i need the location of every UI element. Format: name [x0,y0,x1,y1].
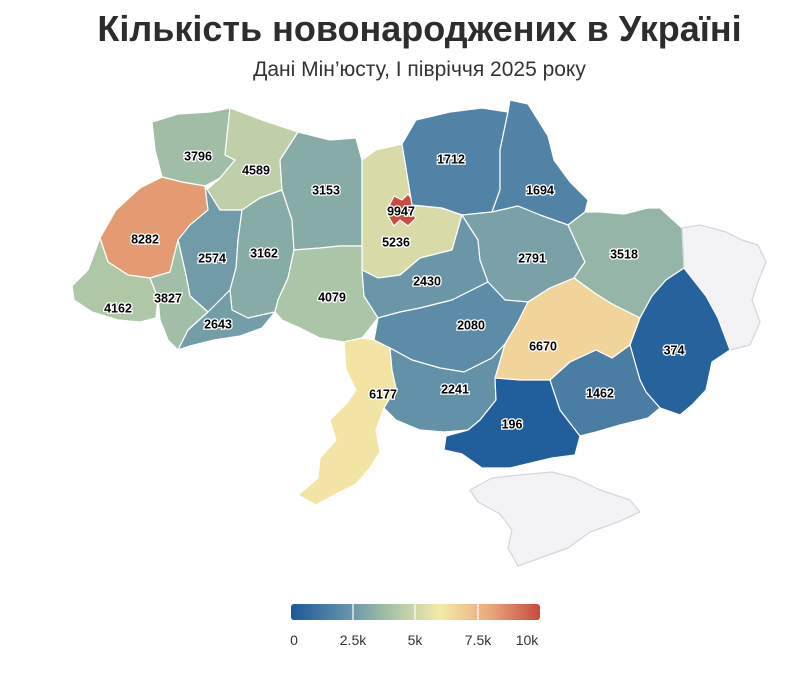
label-odesa: 6177 [369,387,397,401]
map-subtitle: Дані Мін’юсту, І півріччя 2025 року [253,58,586,81]
legend-tick-label: 10k [516,632,540,648]
region-zakarpattia[interactable] [71,237,159,323]
region-chernivtsi[interactable] [177,289,276,351]
label-lviv: 8282 [131,232,159,246]
label-ivano-frankivsk: 3827 [154,291,182,305]
label-kyiv-oblast: 5236 [382,235,410,249]
label-kyiv-city: 9947 [387,204,415,218]
label-chernivtsi: 2643 [204,317,232,331]
label-khmelnytskyi: 3162 [250,246,278,260]
legend-tick-label: 5k [408,632,424,648]
label-zaporizhzhia: 1462 [586,386,614,400]
label-kharkiv: 3518 [610,247,638,261]
regions-layer [71,99,767,567]
label-cherkasy: 2430 [413,274,441,288]
label-poltava: 2791 [518,251,546,265]
legend-tick-marks [352,604,479,620]
legend-tick-label: 0 [290,632,298,648]
label-mykolaiv: 2241 [441,382,469,396]
label-sumy: 1694 [526,183,554,197]
label-rivne: 4589 [242,163,270,177]
label-dnipropetrovsk: 6670 [529,339,557,353]
label-volyn: 3796 [184,149,212,163]
region-kyiv-city[interactable] [387,193,417,227]
label-kirovohrad: 2080 [457,318,485,332]
label-vinnytsia: 4079 [318,290,346,304]
label-kherson: 196 [502,417,523,431]
label-zakarpattia: 4162 [104,301,132,315]
legend-tick-label: 2.5k [340,632,367,648]
region-sumy[interactable] [491,99,589,226]
region-zaporizhzhia[interactable] [549,344,661,437]
region-odesa[interactable] [297,337,397,506]
label-chernihiv: 1712 [437,152,465,166]
map-title: Кількість новонароджених в Україні [97,8,742,49]
label-zhytomyr: 3153 [312,183,340,197]
region-crimea [469,471,641,567]
color-legend: 0 2.5k 5k 7.5k 10k [290,604,540,648]
legend-tick-label: 7.5k [465,632,492,648]
value-labels-layer: 3796 4589 8282 2574 3162 3153 9947 5236 … [103,148,686,433]
label-ternopil: 2574 [198,251,226,265]
label-donetsk: 374 [664,343,685,357]
